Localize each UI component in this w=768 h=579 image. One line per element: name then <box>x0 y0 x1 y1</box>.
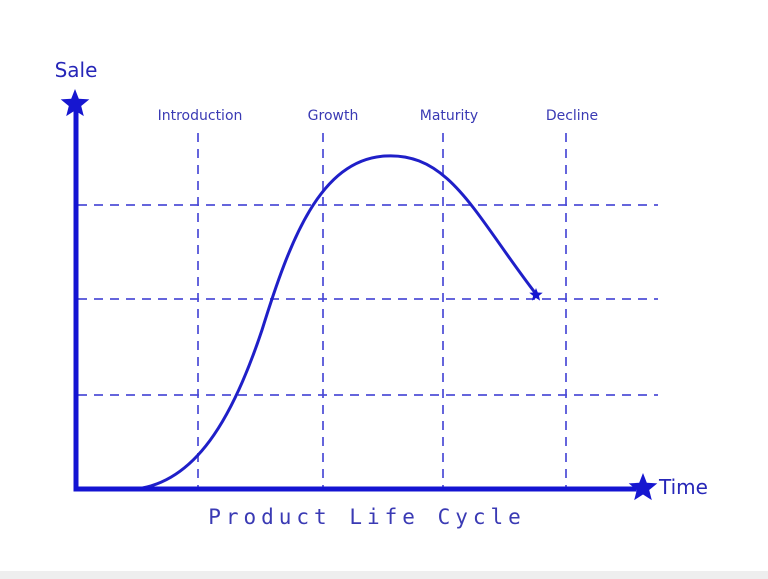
stage-labels: Introduction Growth Maturity Decline <box>158 108 599 124</box>
stage-label-maturity: Maturity <box>420 108 478 124</box>
y-axis-star-icon <box>60 89 90 117</box>
curve-end-star-icon <box>529 288 543 301</box>
bottom-strip <box>0 571 768 579</box>
stage-label-introduction: Introduction <box>158 108 243 124</box>
x-axis-star-icon <box>628 473 658 501</box>
stage-label-decline: Decline <box>546 108 598 124</box>
stage-label-growth: Growth <box>308 108 359 124</box>
y-axis-label: Sale <box>55 58 98 82</box>
diagram-caption: Product Life Cycle <box>208 505 526 529</box>
sales-curve <box>135 154 538 491</box>
vertical-grid <box>197 133 567 489</box>
x-axis-label: Time <box>658 475 708 499</box>
horizontal-grid <box>78 204 658 396</box>
